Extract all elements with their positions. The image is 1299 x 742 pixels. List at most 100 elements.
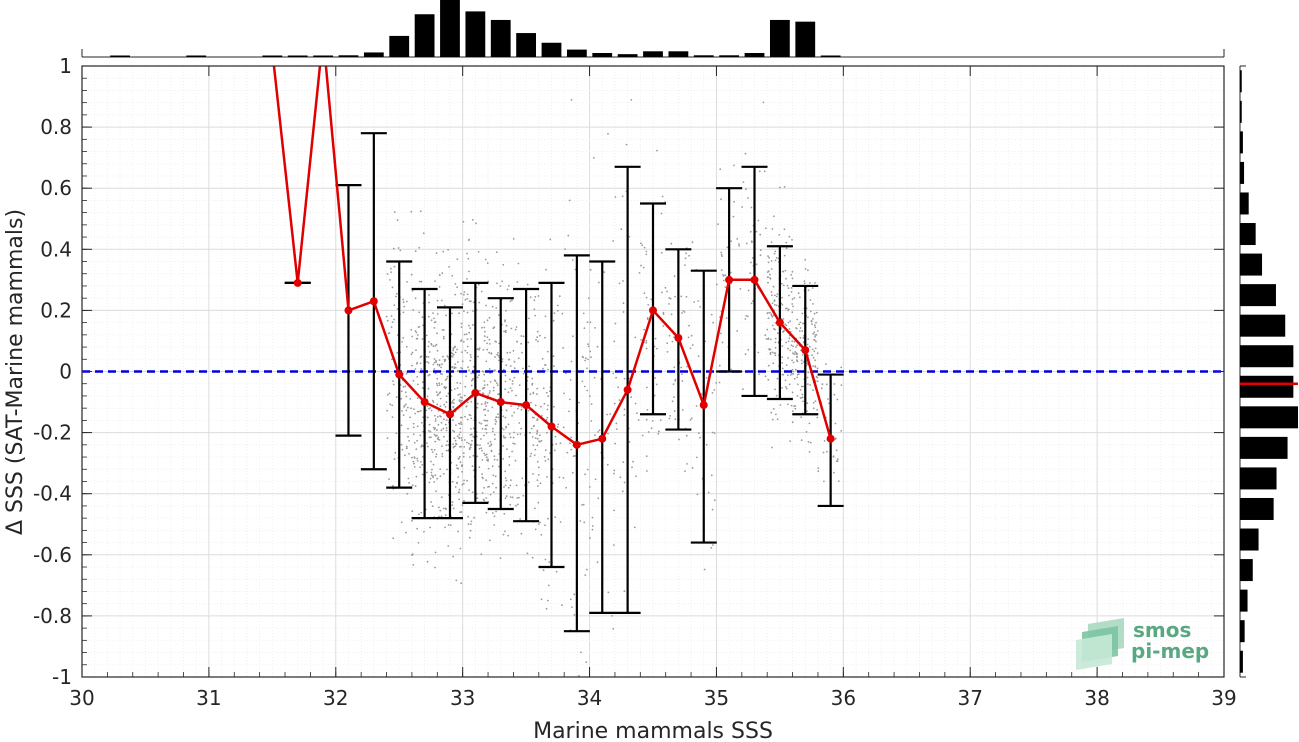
scatter-point xyxy=(532,391,535,394)
scatter-point xyxy=(427,416,429,419)
scatter-point xyxy=(681,380,684,382)
scatter-point xyxy=(434,440,437,443)
scatter-point xyxy=(507,391,510,394)
scatter-point xyxy=(801,393,804,396)
scatter-point xyxy=(641,244,644,247)
x-tick-label: 36 xyxy=(831,686,856,710)
scatter-point xyxy=(456,258,459,260)
scatter-point xyxy=(425,409,428,412)
scatter-point xyxy=(510,327,513,330)
scatter-point xyxy=(512,238,515,240)
scatter-point xyxy=(536,429,539,432)
scatter-point xyxy=(442,250,445,253)
scatter-point xyxy=(432,345,435,348)
scatter-point xyxy=(436,477,439,480)
scatter-point xyxy=(581,504,583,506)
scatter-point xyxy=(440,429,443,432)
scatter-point xyxy=(411,290,414,292)
scatter-point xyxy=(470,300,472,303)
scatter-point xyxy=(534,437,537,439)
scatter-point xyxy=(492,474,495,477)
y-tick-label: 0 xyxy=(59,360,72,384)
scatter-point xyxy=(814,282,816,284)
scatter-point xyxy=(425,334,428,337)
scatter-point xyxy=(437,423,440,426)
scatter-point xyxy=(527,376,529,378)
scatter-point xyxy=(596,345,599,348)
scatter-point xyxy=(566,451,569,454)
scatter-point xyxy=(439,405,442,408)
y-tick-label: 0.4 xyxy=(40,237,72,261)
scatter-point xyxy=(487,442,490,445)
scatter-point xyxy=(408,453,410,455)
scatter-point xyxy=(459,416,462,419)
scatter-point xyxy=(393,304,396,306)
scatter-point xyxy=(561,312,564,315)
scatter-point xyxy=(458,488,461,491)
scatter-point xyxy=(739,288,742,290)
scatter-point xyxy=(444,507,447,510)
scatter-point xyxy=(452,347,455,349)
scatter-point xyxy=(463,394,466,397)
scatter-point xyxy=(522,335,525,338)
scatter-point xyxy=(529,296,532,298)
scatter-point xyxy=(799,336,802,339)
scatter-point xyxy=(496,459,499,461)
scatter-point xyxy=(420,461,422,463)
scatter-point xyxy=(496,382,498,384)
scatter-point xyxy=(606,413,608,416)
scatter-point xyxy=(433,361,436,364)
scatter-point xyxy=(758,170,761,173)
scatter-point xyxy=(645,347,648,350)
scatter-point xyxy=(809,282,811,284)
y-histogram-bar xyxy=(1240,650,1243,673)
scatter-point xyxy=(391,321,394,323)
scatter-point xyxy=(776,418,779,420)
scatter-point xyxy=(815,321,817,324)
scatter-point xyxy=(466,351,469,354)
scatter-point xyxy=(444,526,446,529)
scatter-point xyxy=(393,265,396,268)
scatter-point xyxy=(426,395,429,398)
scatter-point xyxy=(582,356,585,359)
scatter-point xyxy=(530,452,533,455)
scatter-point xyxy=(389,279,391,281)
y-histogram xyxy=(1239,65,1298,678)
scatter-point xyxy=(484,454,487,457)
scatter-point xyxy=(486,384,489,386)
scatter-point xyxy=(536,432,538,435)
scatter-point xyxy=(444,406,447,408)
scatter-point xyxy=(485,360,488,363)
scatter-point xyxy=(800,439,803,441)
scatter-point xyxy=(491,512,494,514)
scatter-point xyxy=(483,452,486,455)
scatter-point xyxy=(539,434,541,437)
scatter-point xyxy=(549,390,551,393)
scatter-point xyxy=(392,537,395,540)
scatter-point xyxy=(557,423,560,426)
scatter-point xyxy=(796,318,799,321)
scatter-point xyxy=(485,432,488,434)
mean-point xyxy=(445,410,454,419)
scatter-point xyxy=(769,338,772,341)
scatter-point xyxy=(614,196,617,198)
scatter-point xyxy=(418,246,421,249)
scatter-point xyxy=(774,388,776,391)
scatter-point xyxy=(547,458,550,461)
scatter-point xyxy=(689,419,692,421)
scatter-point xyxy=(420,511,423,514)
scatter-point xyxy=(452,443,454,445)
scatter-point xyxy=(528,317,530,320)
scatter-point xyxy=(512,349,515,352)
scatter-point xyxy=(470,443,473,446)
scatter-point xyxy=(578,675,580,677)
scatter-point xyxy=(683,311,686,313)
scatter-point xyxy=(426,560,429,563)
scatter-point xyxy=(585,661,588,663)
scatter-point xyxy=(401,448,404,451)
scatter-point xyxy=(440,366,442,369)
scatter-point xyxy=(428,429,430,432)
scatter-point xyxy=(606,463,609,466)
scatter-point xyxy=(623,481,626,484)
scatter-point xyxy=(712,321,714,324)
